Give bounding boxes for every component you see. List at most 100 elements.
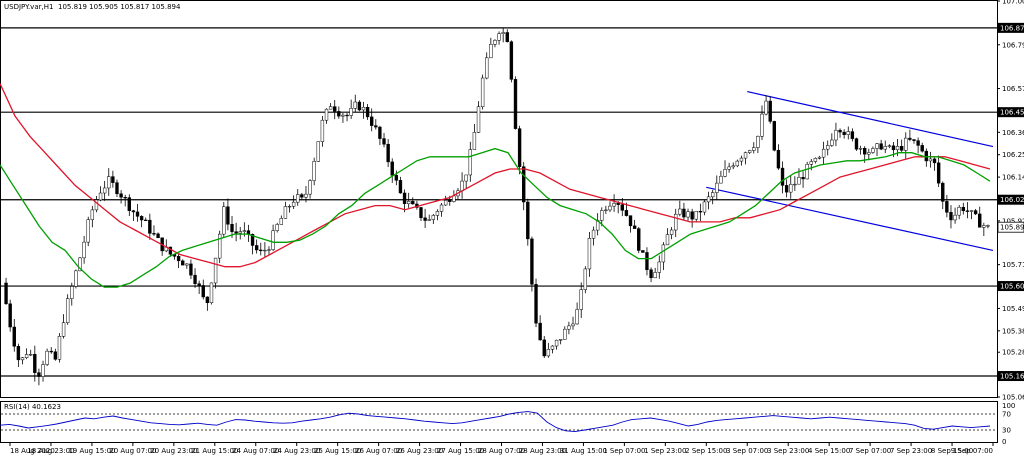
candle-body [710, 192, 715, 198]
candle-body [538, 322, 542, 341]
ma-fast-line [0, 147, 991, 288]
current-price-label: 105.894 [1000, 224, 1024, 232]
candle-body [20, 357, 25, 361]
candle-body [476, 106, 481, 133]
candle-body [628, 215, 633, 227]
x-tick-label: 27 Aug 15:00 [437, 447, 484, 455]
candle-body [760, 113, 764, 137]
candle-body [579, 289, 583, 310]
candle-body [287, 205, 292, 208]
rsi-tick-label: 0 [1002, 438, 1006, 446]
candle-body [895, 146, 900, 151]
candle-body [148, 219, 152, 234]
candle-body [222, 206, 226, 235]
moving-averages [0, 83, 991, 288]
candle-body [386, 143, 390, 163]
price-axis: 107.005 106.790 106.575 106.360 106.250 106.1… [997, 0, 1024, 402]
candle-body [723, 169, 727, 177]
rsi-tick-label: 30 [1002, 427, 1011, 435]
y-tick-label: 105.710 [1002, 261, 1024, 269]
candle-body [82, 241, 86, 259]
candle-body [345, 114, 349, 117]
x-tick-label: 24 Aug 07:00 [232, 447, 279, 455]
x-tick-label: 20 Aug 07:00 [109, 447, 156, 455]
candle-body [694, 211, 698, 220]
candle-body [764, 100, 768, 115]
candle-body [123, 197, 127, 199]
candle-body [678, 208, 682, 215]
candle-body [197, 283, 201, 286]
candle-body [793, 183, 797, 186]
candle-body [312, 161, 316, 181]
candle-body [300, 194, 304, 198]
x-tick-label: 28 Aug 07:00 [478, 447, 525, 455]
candle-body [193, 274, 197, 284]
candle-body [899, 146, 904, 151]
x-tick-label: 21 Aug 15:00 [191, 447, 238, 455]
x-tick-label: 1 Sep 23:00 [644, 447, 686, 455]
y-tick-label: 106.250 [1002, 151, 1024, 159]
candle-body [353, 101, 357, 109]
candle-body [912, 139, 916, 141]
candle-body [513, 79, 518, 129]
candle-body [546, 349, 551, 357]
x-tick-label: 3 Sep 23:00 [767, 447, 809, 455]
candle-body [645, 252, 649, 270]
candle-body [986, 225, 990, 227]
candle-body [472, 132, 477, 150]
level-price-label: 105.605 [1000, 283, 1024, 291]
candle-body [316, 141, 320, 162]
candle-body [349, 108, 353, 116]
rsi-label: RSI(14) 40.1623 [4, 403, 61, 411]
candle-body [468, 149, 472, 176]
x-tick-label: 28 Aug 23:00 [519, 447, 566, 455]
candle-body [797, 177, 801, 185]
y-tick-label: 105.280 [1002, 349, 1024, 357]
candle-body [74, 270, 78, 287]
candle-body [94, 199, 99, 211]
candle-body [867, 152, 871, 155]
candle-body [53, 351, 58, 360]
candle-body [139, 216, 144, 221]
candle-body [259, 249, 263, 252]
x-tick-label: 8 Sep 15:00 [931, 447, 973, 455]
candle-body [904, 137, 908, 151]
candle-body [600, 210, 604, 221]
candle-body [575, 309, 579, 325]
candle-body [649, 269, 653, 279]
x-tick-label: 26 Aug 23:00 [396, 447, 443, 455]
candle-body [641, 250, 645, 253]
candle-body [530, 238, 534, 285]
y-tick-label: 105.385 [1002, 327, 1024, 335]
symbol-label: USDJPY.var,H1 [4, 3, 53, 11]
candle-body [230, 223, 234, 232]
candle-body [661, 244, 666, 263]
candle-body [86, 219, 90, 243]
y-tick-label: 107.005 [1002, 0, 1024, 6]
candle-body [390, 161, 394, 176]
candle-body [887, 145, 892, 147]
channel-lower-line [706, 186, 994, 251]
candle-body [242, 230, 247, 232]
rsi-line [0, 411, 991, 433]
candle-body [90, 209, 95, 220]
candle-body [33, 354, 37, 373]
candle-body [337, 111, 341, 117]
candle-body [12, 326, 16, 347]
candle-body [78, 257, 82, 272]
candle-body [37, 372, 41, 377]
candle-body [501, 32, 505, 34]
candle-body [982, 225, 986, 228]
candle-body [949, 212, 953, 221]
candle-body [181, 260, 185, 266]
candle-body [682, 208, 686, 218]
x-tick-label: 24 Aug 23:00 [273, 447, 320, 455]
candle-body [205, 296, 210, 303]
candle-body [234, 231, 238, 234]
candle-body [480, 77, 485, 108]
candle-body [61, 322, 66, 337]
candle-body [715, 182, 719, 193]
candle-body [653, 272, 657, 279]
